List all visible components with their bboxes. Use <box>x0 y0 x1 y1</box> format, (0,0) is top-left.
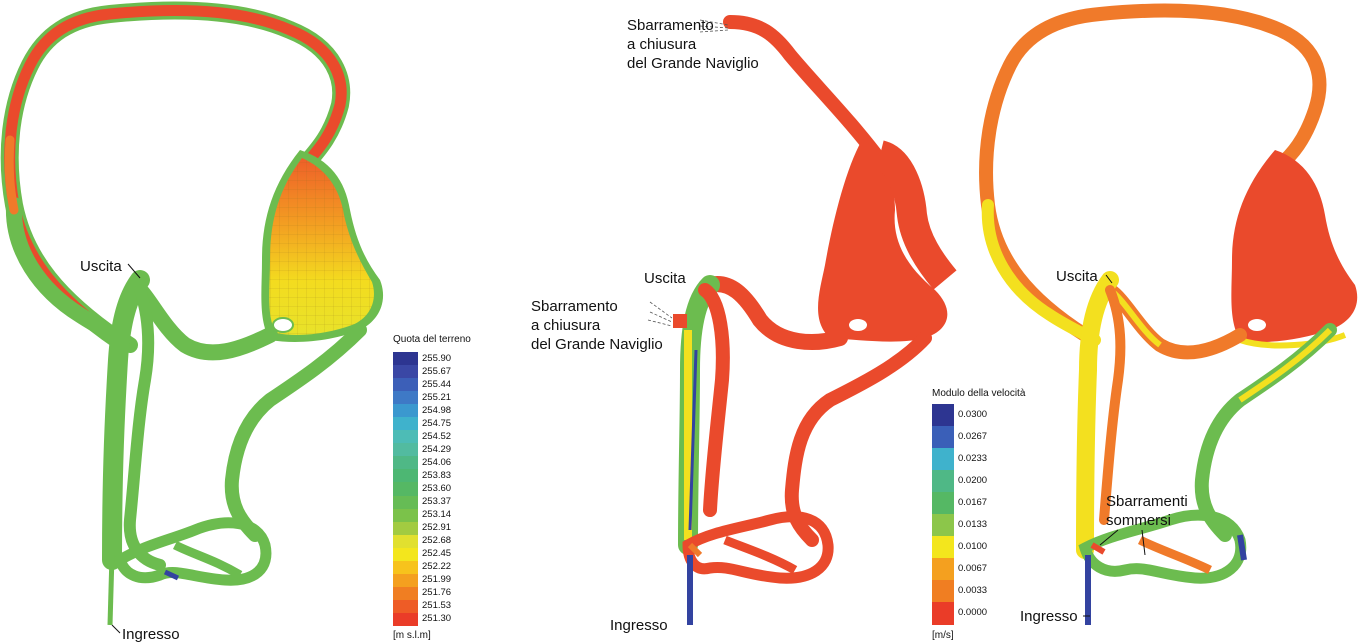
legend-tick-label: 255.44 <box>422 378 452 390</box>
legend-swatch <box>932 536 954 559</box>
legend-tick-label: 255.67 <box>422 365 452 377</box>
legend-tick-label: 254.06 <box>422 456 452 468</box>
legend-swatch <box>393 521 418 536</box>
legend-tick-label: 0.0233 <box>958 453 988 464</box>
legend-swatch <box>393 378 418 392</box>
label-ingresso-velocity-1: Ingresso <box>610 617 668 634</box>
legend-tick-label: 0.0167 <box>958 497 988 508</box>
legend-swatch <box>393 508 418 523</box>
label-line: Sbarramento <box>627 17 714 34</box>
label-line: del Grande Naviglio <box>627 55 759 72</box>
label-sbarramento-top: Sbarramento a chiusura del Grande Navigl… <box>627 16 759 73</box>
legend-swatch <box>393 534 418 549</box>
legend-tick-label: 253.37 <box>422 496 452 508</box>
legend-tick-label: 0.0033 <box>958 585 988 596</box>
legend-swatch <box>932 514 954 537</box>
label-line: sommersi <box>1106 512 1172 529</box>
legend-tick-label: 251.30 <box>422 613 452 625</box>
label-sbarramento-left: Sbarramento a chiusura del Grande Navigl… <box>531 297 663 354</box>
legend-tick-label: 0.0100 <box>958 541 988 552</box>
label-line: Sbarramento <box>531 298 618 315</box>
label-line: del Grande Naviglio <box>531 336 663 353</box>
legend-tick-label: 0.0133 <box>958 519 988 530</box>
terrain-map <box>0 1 384 634</box>
legend-tick-label: 0.0267 <box>958 431 988 442</box>
legend-tick-label: 251.76 <box>422 587 452 599</box>
legend-tick-label: 255.21 <box>422 391 452 403</box>
velocity-map-2 <box>979 3 1358 625</box>
label-uscita-velocity-2: Uscita <box>1056 268 1098 285</box>
legend-title-terrain: Quota del terreno <box>393 334 471 345</box>
legend-swatch <box>932 602 954 625</box>
legend-swatch <box>393 560 418 575</box>
legend-tick-label: 253.83 <box>422 469 452 481</box>
legend-tick-label: 252.22 <box>422 561 452 573</box>
legend-tick-label: 0.0067 <box>958 563 988 574</box>
label-line: a chiusura <box>531 317 601 334</box>
legend-tick-label: 252.91 <box>422 522 452 534</box>
label-uscita-terrain: Uscita <box>80 258 122 275</box>
legend-title-velocity: Modulo della velocità <box>932 388 1026 399</box>
legend-swatch <box>393 365 418 379</box>
legend-swatch <box>393 430 418 444</box>
legend-swatch <box>932 492 954 515</box>
legend-swatch <box>932 470 954 493</box>
legend-swatch <box>393 482 418 497</box>
label-line: a chiusura <box>627 36 697 53</box>
legend-tick-label: 254.52 <box>422 430 452 442</box>
legend-tick-label: 254.98 <box>422 404 452 416</box>
legend-tick-label: 0.0000 <box>958 607 988 618</box>
label-uscita-velocity-1: Uscita <box>644 270 686 287</box>
legend-tick-label: 253.14 <box>422 509 452 521</box>
label-sbarramenti-sommersi: Sbarramenti sommersi <box>1106 492 1188 530</box>
legend-swatch <box>932 426 954 449</box>
legend-swatch <box>393 573 418 588</box>
legend-tick-label: 254.29 <box>422 443 452 455</box>
legend-unit-velocity: [m/s] <box>932 630 954 641</box>
legend-swatch <box>393 495 418 510</box>
label-ingresso-velocity-2: Ingresso <box>1020 608 1078 625</box>
legend-swatch <box>932 448 954 471</box>
label-ingresso-terrain: Ingresso <box>122 626 180 643</box>
label-line: Sbarramenti <box>1106 493 1188 510</box>
legend-swatch <box>393 547 418 562</box>
legend-tick-label: 0.0300 <box>958 409 988 420</box>
legend-tick-label: 251.53 <box>422 600 452 612</box>
legend-swatch <box>932 404 954 427</box>
legend-swatch <box>393 456 418 470</box>
legend-tick-label: 252.68 <box>422 535 452 547</box>
legend-tick-label: 255.90 <box>422 352 452 364</box>
legend-swatch <box>393 612 418 627</box>
legend-tick-label: 0.0200 <box>958 475 988 486</box>
legend-tick-label: 251.99 <box>422 574 452 586</box>
legend-swatch <box>393 443 418 457</box>
legend-tick-label: 254.75 <box>422 417 452 429</box>
legend-swatch <box>393 599 418 614</box>
legend-swatch <box>393 469 418 483</box>
legend-swatch <box>393 586 418 601</box>
legend-swatch <box>932 558 954 581</box>
legend-tick-label: 252.45 <box>422 548 452 560</box>
legend-swatch <box>393 404 418 418</box>
legend-swatch <box>393 391 418 405</box>
legend-tick-label: 253.60 <box>422 483 452 494</box>
velocity-map-1 <box>647 15 957 625</box>
legend-swatch <box>393 352 418 366</box>
legend-unit-terrain: [m s.l.m] <box>393 630 431 641</box>
legend-swatch <box>393 417 418 431</box>
legend-swatch <box>932 580 954 603</box>
